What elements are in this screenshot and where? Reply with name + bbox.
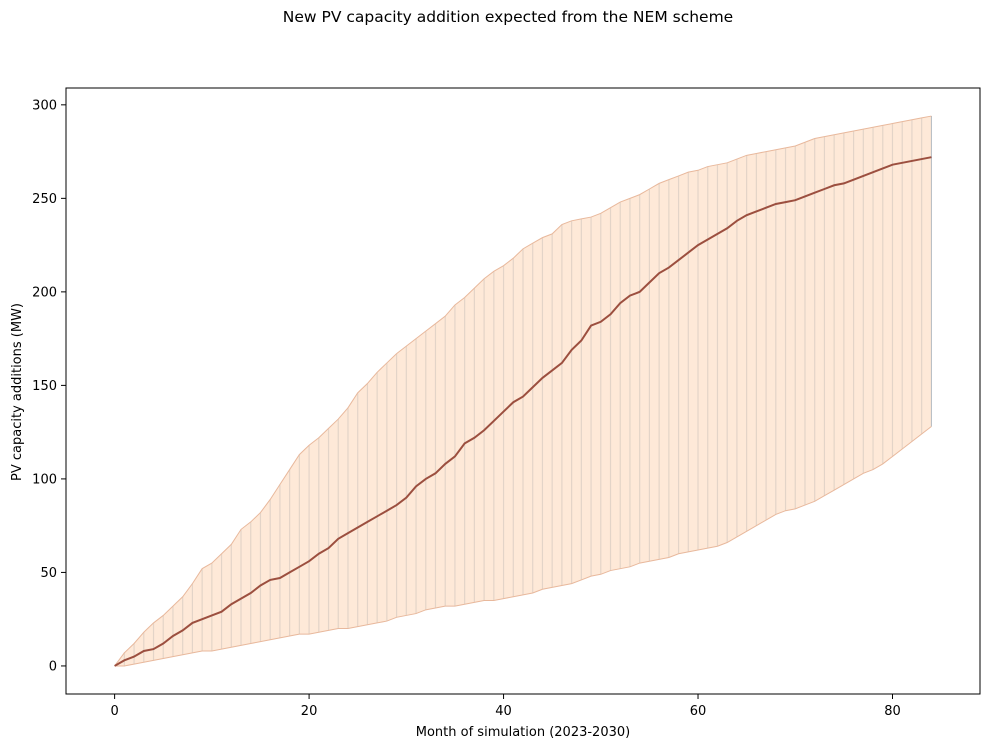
plot-area xyxy=(114,115,932,667)
chart-title: New PV capacity addition expected from t… xyxy=(283,8,733,26)
y-tick-label: 150 xyxy=(32,379,57,394)
y-tick-label: 0 xyxy=(49,659,57,674)
y-tick-label: 50 xyxy=(40,566,57,581)
y-axis-label: PV capacity additions (MW) xyxy=(10,303,25,481)
band-upper-edge xyxy=(114,115,932,667)
x-tick-label: 60 xyxy=(690,704,707,719)
x-tick-label: 40 xyxy=(495,704,512,719)
y-tick-label: 100 xyxy=(32,472,57,487)
y-tick-label: 300 xyxy=(32,98,57,113)
x-tick-label: 20 xyxy=(301,704,318,719)
y-tick-label: 200 xyxy=(32,285,57,300)
x-tick-label: 80 xyxy=(884,704,901,719)
axes-frame xyxy=(65,87,981,695)
x-tick-label: 0 xyxy=(110,704,118,719)
y-tick-label: 250 xyxy=(32,192,57,207)
x-axis-ticks: 0 20 40 60 80 xyxy=(110,694,901,719)
y-axis-ticks: 0 50 100 150 200 250 300 xyxy=(32,98,66,674)
uncertainty-band xyxy=(114,116,932,666)
x-axis-label: Month of simulation (2023-2030) xyxy=(416,725,630,740)
band-lower-edge xyxy=(114,426,932,667)
mean-series-line xyxy=(114,156,932,667)
